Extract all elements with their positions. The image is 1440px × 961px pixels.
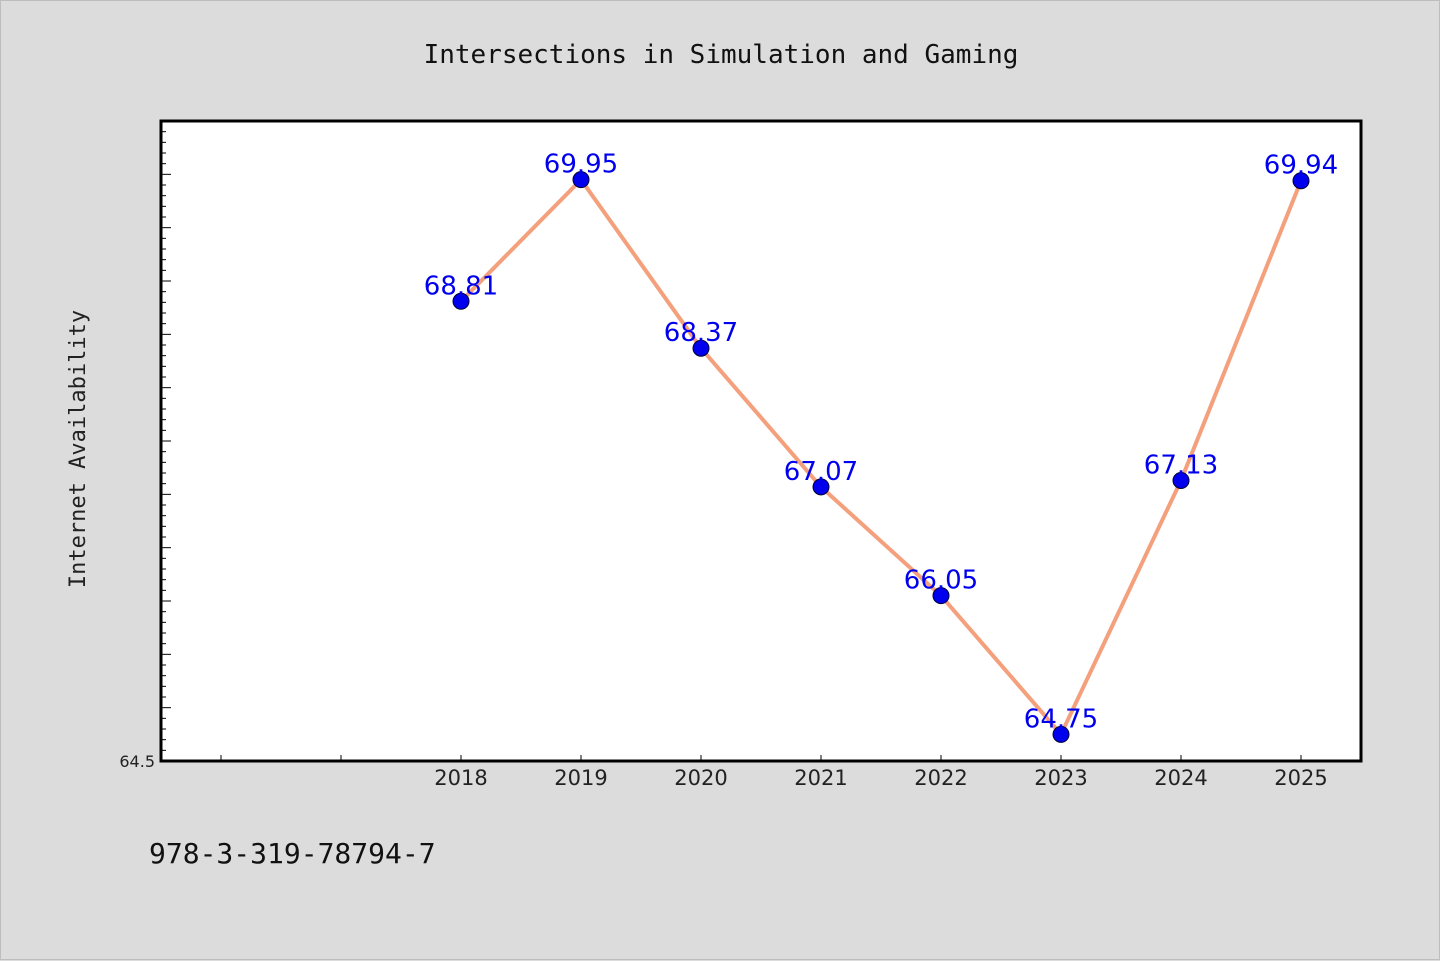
x-tick-label: 2019: [554, 766, 607, 790]
data-label: 69.95: [544, 150, 618, 180]
data-label: 67.13: [1144, 450, 1218, 480]
data-label: 64.75: [1024, 704, 1098, 734]
marker-layer: [452, 171, 1310, 743]
data-point: [1292, 172, 1310, 190]
data-point: [1172, 471, 1190, 489]
data-point: [932, 587, 950, 605]
data-label: 68.37: [664, 318, 738, 348]
y-tick-label: 64.5: [119, 752, 155, 771]
x-tick-label: 2018: [434, 766, 487, 790]
x-tick-label: 2024: [1154, 766, 1207, 790]
data-point: [692, 339, 710, 357]
data-label: 66.05: [904, 566, 978, 596]
data-label: 68.81: [424, 271, 498, 301]
data-label: 69.94: [1264, 151, 1338, 181]
data-point: [1052, 725, 1070, 743]
plot-area: [159, 119, 1363, 763]
chart-title: Intersections in Simulation and Gaming: [424, 40, 1019, 70]
y-axis-label: Internet Availability: [66, 310, 91, 588]
data-point: [812, 478, 830, 496]
x-tick-label: 2020: [674, 766, 727, 790]
data-label: 67.07: [784, 457, 858, 487]
data-point: [572, 171, 590, 189]
axis-layer: 64.5 2018 2019 2020 2021 2022 2023 2024 2025: [119, 120, 1328, 790]
x-tick-label: 2022: [914, 766, 967, 790]
footnote-isbn: 978-3-319-78794-7: [149, 837, 436, 870]
x-tick-label: 2023: [1034, 766, 1087, 790]
series-line: [459, 177, 1303, 737]
series-line-layer: [459, 177, 1303, 737]
x-tick-label: 2021: [794, 766, 847, 790]
data-point: [452, 292, 470, 310]
x-tick-label: 2025: [1274, 766, 1327, 790]
data-label-layer: 68.81 69.95 68.37 67.07 66.05 64.75 67.13 69.94: [424, 150, 1338, 735]
